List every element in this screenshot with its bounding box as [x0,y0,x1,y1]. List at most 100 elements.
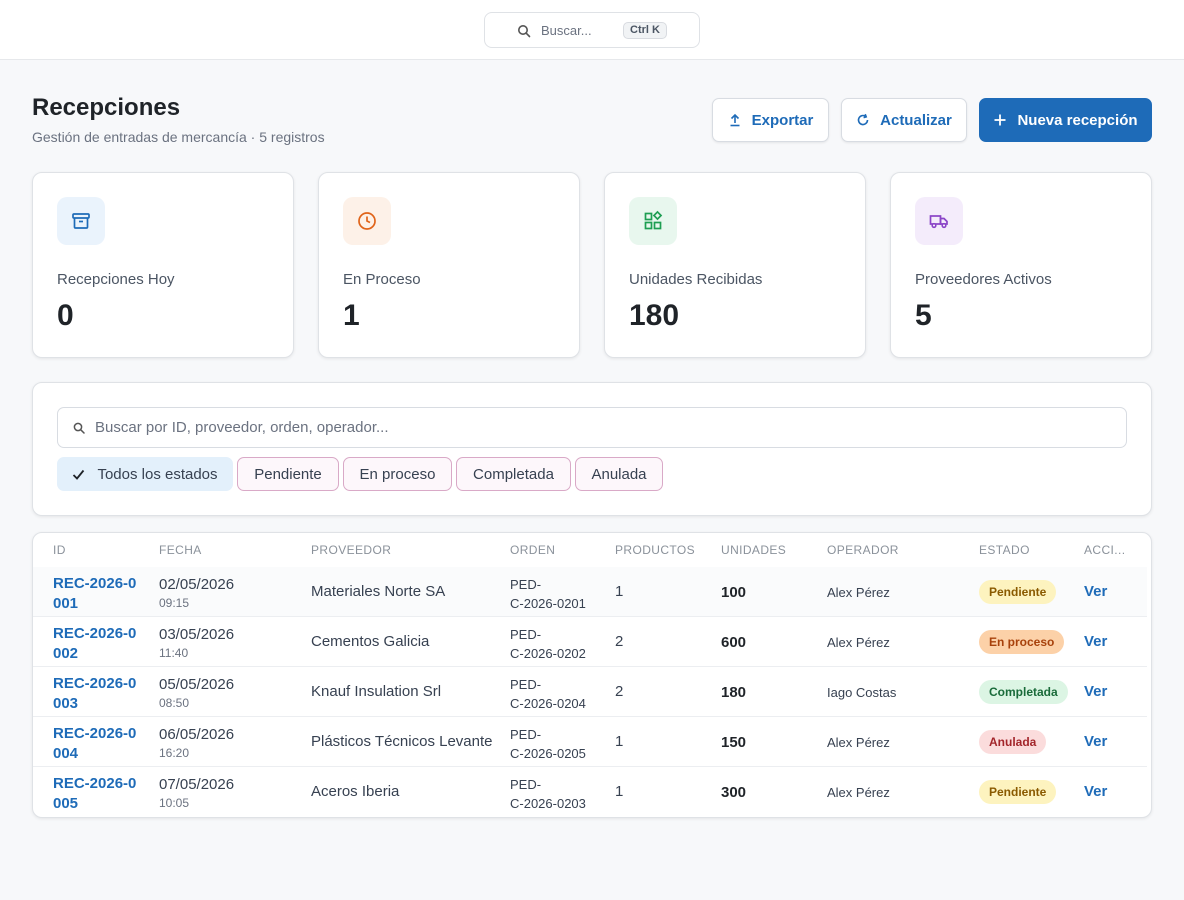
reception-id-link[interactable]: REC-2026-0 003 [53,674,149,714]
order-part: C-2026-0202 [510,646,586,661]
id-part: REC-2026-0 [53,775,137,792]
chip-pendiente[interactable]: Pendiente [237,457,339,491]
date-cell: 05/05/2026 08:50 [159,675,234,713]
chip-all-states[interactable]: Todos los estados [57,457,233,491]
stat-card-today: Recepciones Hoy 0 [32,172,294,358]
filter-search-placeholder: Buscar por ID, proveedor, orden, operado… [95,419,389,436]
page-subtitle: Gestión de entradas de mercancía · 5 reg… [32,129,325,145]
filter-panel: Buscar por ID, proveedor, orden, operado… [32,382,1152,516]
filter-search-input[interactable]: Buscar por ID, proveedor, orden, operado… [57,407,1127,448]
operator-cell: Alex Pérez [827,735,890,750]
col-header-estado[interactable]: ESTADO [979,543,1030,557]
order-part: C-2026-0204 [510,696,586,711]
id-part: REC-2026-0 [53,725,137,742]
table-row[interactable]: REC-2026-0 003 05/05/2026 08:50 Knauf Insu… [33,667,1147,717]
chip-en-proceso[interactable]: En proceso [343,457,452,491]
col-header-productos[interactable]: PRODUCTOS [615,543,696,557]
chip-completada[interactable]: Completada [456,457,571,491]
refresh-button[interactable]: Actualizar [841,98,967,142]
table-row[interactable]: REC-2026-0 002 03/05/2026 11:40 Cementos G… [33,617,1147,667]
date-cell: 06/05/2026 16:20 [159,725,234,763]
top-bar: Buscar... Ctrl K [0,0,1184,60]
plus-icon [994,114,1006,126]
units-cell: 300 [721,784,747,801]
operator-cell: Alex Pérez [827,785,890,800]
date: 03/05/2026 [159,626,235,643]
global-search[interactable]: Buscar... Ctrl K [484,12,700,48]
chip-anulada[interactable]: Anulada [575,457,663,491]
stat-card-in-process: En Proceso 1 [318,172,580,358]
order-part: C-2026-0201 [510,596,586,611]
order-cell: PED- C-2026-0205 [510,725,586,763]
col-header-orden[interactable]: ORDEN [510,543,556,557]
stat-icon-box [629,197,677,245]
view-link[interactable]: Ver [1084,683,1108,700]
table-row[interactable]: REC-2026-0 004 06/05/2026 16:20 Plásticos … [33,717,1147,767]
chip-label: En proceso [359,465,436,483]
export-label: Exportar [751,111,814,129]
view-link[interactable]: Ver [1084,783,1108,800]
supplier-cell: Cementos Galicia [311,633,430,650]
status-badge: Completada [979,680,1068,704]
view-link[interactable]: Ver [1084,583,1108,600]
global-search-placeholder: Buscar... [541,22,592,38]
id-part: 003 [53,695,79,712]
refresh-icon [857,113,869,126]
reception-id-link[interactable]: REC-2026-0 005 [53,774,149,814]
stat-value: 1 [343,299,360,332]
stat-label: En Proceso [343,271,421,288]
products-cell: 1 [615,783,624,800]
table-row[interactable]: REC-2026-0 001 02/05/2026 09:15 Materiales… [33,567,1147,617]
id-part: 005 [53,795,79,812]
shortcut-hint: Ctrl K [623,22,667,39]
search-icon [518,25,531,38]
table-row[interactable]: REC-2026-0 005 07/05/2026 10:05 Aceros Ibe… [33,767,1147,817]
new-reception-button[interactable]: Nueva recepción [979,98,1152,142]
status-badge: Pendiente [979,580,1057,604]
col-header-operador[interactable]: OPERADOR [827,543,899,557]
receptions-table: ID FECHA PROVEEDOR ORDEN PRODUCTOS UNIDA… [32,532,1152,818]
reception-id-link[interactable]: REC-2026-0 001 [53,574,149,614]
time: 11:40 [159,646,189,660]
stat-label: Recepciones Hoy [57,271,175,288]
stat-value: 180 [629,299,680,332]
date: 05/05/2026 [159,676,235,693]
time: 16:20 [159,746,190,760]
col-header-proveedor[interactable]: PROVEEDOR [311,543,392,557]
stat-icon-box [915,197,963,245]
status-badge: Anulada [979,730,1047,754]
reception-id-link[interactable]: REC-2026-0 004 [53,724,149,764]
view-link[interactable]: Ver [1084,733,1108,750]
export-button[interactable]: Exportar [712,98,829,142]
status-badge: En proceso [979,630,1065,654]
col-header-id[interactable]: ID [53,543,66,557]
order-cell: PED- C-2026-0204 [510,675,586,713]
chip-label: Todos los estados [97,465,218,483]
check-icon [73,469,85,480]
date-cell: 03/05/2026 11:40 [159,625,234,663]
order-part: C-2026-0203 [510,796,586,811]
products-cell: 1 [615,733,624,750]
chip-label: Completada [473,465,554,483]
reception-id-link[interactable]: REC-2026-0 002 [53,624,149,664]
stat-value: 0 [57,299,74,332]
view-link[interactable]: Ver [1084,633,1108,650]
col-header-unidades[interactable]: UNIDADES [721,543,787,557]
time: 09:15 [159,596,190,610]
products-cell: 2 [615,683,624,700]
units-cell: 150 [721,734,747,751]
id-part: REC-2026-0 [53,675,137,692]
stat-icon-box [343,197,391,245]
col-header-fecha[interactable]: FECHA [159,543,202,557]
order-cell: PED- C-2026-0203 [510,775,586,813]
stat-label: Unidades Recibidas [629,271,763,288]
id-part: REC-2026-0 [53,625,137,642]
order-part: PED- [510,577,542,592]
stat-label: Proveedores Activos [915,271,1052,288]
products-cell: 2 [615,633,624,650]
supplier-cell: Materiales Norte SA [311,583,446,600]
truck-icon [929,215,948,229]
time: 08:50 [159,696,190,710]
operator-cell: Iago Costas [827,685,897,700]
stat-icon-box [57,197,105,245]
